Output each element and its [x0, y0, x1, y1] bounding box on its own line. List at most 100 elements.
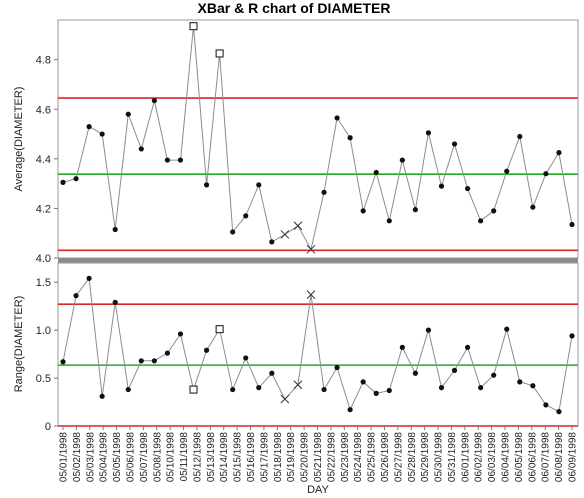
range-y-tick-label: 0.5: [36, 373, 51, 385]
x-tick-label: 05/17/1998: [259, 432, 270, 482]
xbar-point: [125, 111, 131, 117]
xbar-point: [334, 115, 340, 121]
xbar-point: [478, 218, 484, 224]
range-point: [412, 370, 418, 376]
range-point-square: [189, 385, 198, 394]
range-point: [203, 347, 210, 353]
xbar-point: [373, 169, 379, 176]
xbar-point: [438, 183, 445, 189]
x-tick-label: 06/02/1998: [474, 432, 485, 482]
range-point: [360, 379, 366, 385]
x-tick-label: 05/10/1998: [166, 432, 177, 482]
xbar-point-square: [189, 22, 198, 31]
xbar-point-x: [306, 244, 316, 254]
x-tick-label: 05/02/1998: [72, 432, 83, 482]
xbar-point: [99, 131, 105, 137]
range-y-ticks: 0 0.5 1.0 1.5: [36, 277, 58, 433]
chart-title: XBar & R chart of DIAMETER: [198, 0, 391, 16]
x-tick-label: 05/08/1998: [152, 432, 163, 482]
x-tick-label: 05/27/1998: [393, 432, 404, 482]
x-tick-label: 05/14/1998: [219, 432, 230, 482]
xbar-point: [73, 176, 79, 182]
range-point: [438, 385, 445, 391]
xbar-point: [491, 208, 497, 214]
x-tick-label: 05/18/1998: [273, 432, 284, 482]
xbar-series-line: [62, 26, 573, 251]
xbar-y-ticks: 4.0 4.2 4.4 4.6 4.8: [36, 55, 58, 265]
xbar-y-tick-label: 4.4: [36, 154, 51, 166]
range-panel: Range(DIAMETER) 0 0.5 1.0 1.5: [13, 262, 579, 433]
range-point: [86, 275, 92, 281]
range-point: [373, 390, 379, 396]
x-tick-label: 05/07/1998: [139, 432, 150, 482]
range-point: [425, 327, 432, 333]
x-tick-label: 05/29/1998: [420, 432, 431, 482]
range-point: [347, 407, 353, 413]
xbar-point: [464, 185, 471, 192]
xbar-point-x: [293, 221, 303, 231]
x-tick-label: 06/08/1998: [554, 432, 565, 482]
range-point: [60, 359, 66, 365]
xbar-point: [203, 182, 210, 188]
range-y-tick-label: 1.5: [36, 277, 51, 289]
x-tick-label: 05/25/1998: [367, 432, 378, 482]
x-tick-label: 05/06/1998: [126, 432, 137, 482]
range-point-x: [293, 380, 303, 390]
range-point: [138, 358, 144, 364]
range-point: [256, 385, 262, 391]
xbar-point: [386, 218, 392, 224]
x-tick-label: 05/26/1998: [380, 432, 391, 482]
x-tick-label: 06/09/1998: [568, 432, 579, 482]
x-tick-label: 05/04/1998: [99, 432, 110, 482]
range-point: [73, 293, 79, 299]
xbar-point: [243, 213, 249, 219]
range-y-tick-label: 0: [45, 421, 51, 433]
range-point: [99, 393, 105, 399]
x-tick-label: 05/13/1998: [206, 432, 217, 482]
panel-separator: [58, 258, 578, 263]
xbar-y-tick-label: 4.6: [36, 104, 51, 116]
xbar-point: [138, 146, 144, 152]
xbar-y-tick-label: 4.0: [36, 253, 51, 265]
x-tick-label: 05/23/1998: [340, 432, 351, 482]
x-axis-label: DAY: [307, 484, 329, 496]
x-tick-label: 05/20/1998: [300, 432, 311, 482]
xbar-point: [256, 182, 262, 188]
range-point: [517, 379, 523, 385]
xbar-point: [543, 171, 549, 177]
xbar-point: [112, 226, 118, 233]
range-point-x: [306, 290, 316, 299]
xbar-y-tick-label: 4.8: [36, 55, 51, 67]
range-point-square: [215, 325, 224, 334]
xbar-point: [151, 97, 157, 104]
range-point: [151, 358, 157, 364]
range-point: [543, 402, 549, 408]
range-point: [478, 385, 484, 391]
range-limit-lines: [58, 303, 578, 427]
range-point: [321, 386, 327, 393]
x-tick-label: 05/15/1998: [233, 432, 244, 482]
xbar-y-axis-label: Average(DIAMETER): [13, 87, 25, 192]
x-tick-label: 05/31/1998: [447, 432, 458, 482]
x-tick-label: 06/07/1998: [541, 432, 552, 482]
range-series-line: [62, 276, 573, 413]
x-tick-label: 05/28/1998: [407, 432, 418, 482]
xbar-point: [517, 133, 523, 140]
xbar-point-x: [280, 230, 290, 239]
x-tick-label: 06/03/1998: [487, 432, 498, 482]
xbar-point: [451, 141, 458, 147]
xbar-plot-frame: [57, 19, 579, 259]
range-point: [230, 386, 236, 393]
xbar-point: [177, 157, 184, 163]
xbar-point: [86, 124, 92, 130]
xbar-point: [530, 204, 536, 210]
x-tick-label: 05/12/1998: [192, 432, 203, 482]
x-tick-label: 05/11/1998: [179, 432, 190, 482]
range-point: [504, 326, 510, 332]
xbar-point: [269, 239, 275, 245]
xbar-point: [556, 150, 562, 156]
xbar-point: [347, 135, 353, 141]
x-tick-label: 05/16/1998: [246, 432, 257, 482]
